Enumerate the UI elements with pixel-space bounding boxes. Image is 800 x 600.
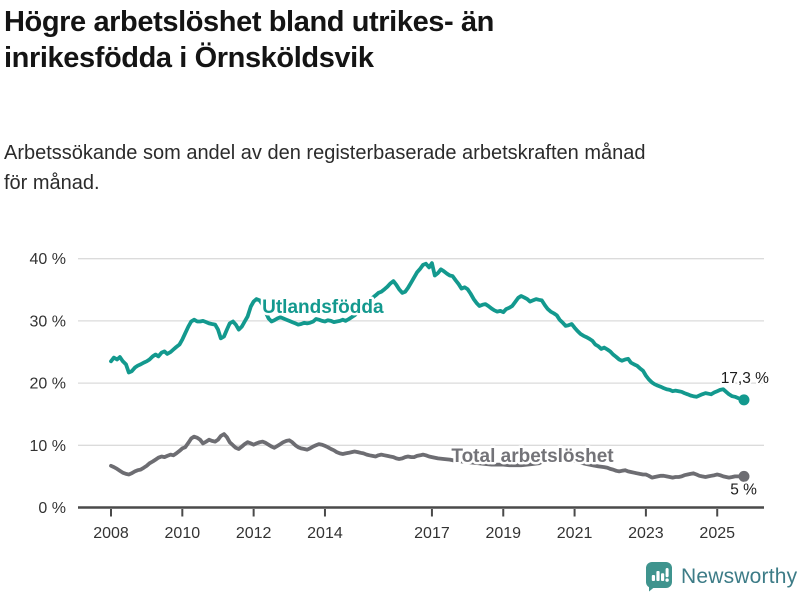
series-label-0: Utlandsfödda	[262, 297, 384, 318]
x-tick-label-2012: 2012	[236, 525, 272, 542]
chart-subtitle-line2: för månad.	[4, 172, 100, 194]
series-end-value-0: 17,3 %	[721, 370, 769, 387]
chart-title-line1: Högre arbetslöshet bland utrikes- än	[4, 6, 494, 38]
x-tick-label-2014: 2014	[307, 525, 343, 542]
chart-subtitle-line1: Arbetssökande som andel av den registerb…	[4, 142, 646, 164]
series-line-1	[109, 432, 746, 480]
newsworthy-logo-icon	[646, 562, 672, 592]
series-end-dot-0	[738, 394, 750, 406]
y-tick-label-10: 10 %	[30, 438, 66, 455]
x-tick-label-2010: 2010	[165, 525, 201, 542]
x-tick-label-2017: 2017	[414, 525, 450, 542]
x-tick-label-2008: 2008	[93, 525, 129, 542]
series-end-value-1: 5 %	[730, 481, 757, 498]
x-tick-label-2025: 2025	[699, 525, 735, 542]
x-tick-label-2021: 2021	[557, 525, 593, 542]
newsworthy-branding: Newsworthy	[645, 561, 797, 592]
x-tick-label-2023: 2023	[628, 525, 664, 542]
series-line-0	[109, 261, 746, 402]
y-tick-label-40: 40 %	[30, 251, 66, 268]
newsworthy-wordmark: Newsworthy	[681, 564, 798, 588]
chart-subtitle: Arbetssökande som andel av den registerb…	[4, 138, 796, 198]
chart-title-line2: inrikesfödda i Örnsköldsvik	[4, 42, 374, 74]
y-tick-label-0: 0 %	[38, 500, 66, 517]
y-tick-label-30: 30 %	[30, 313, 66, 330]
x-tick-label-2019: 2019	[485, 525, 521, 542]
series-end-dot-1	[738, 470, 750, 482]
series-label-1: Total arbetslöshet	[451, 446, 614, 467]
chart-title: Högre arbetslöshet bland utrikes- än inr…	[4, 4, 684, 76]
y-tick-label-20: 20 %	[30, 376, 66, 393]
